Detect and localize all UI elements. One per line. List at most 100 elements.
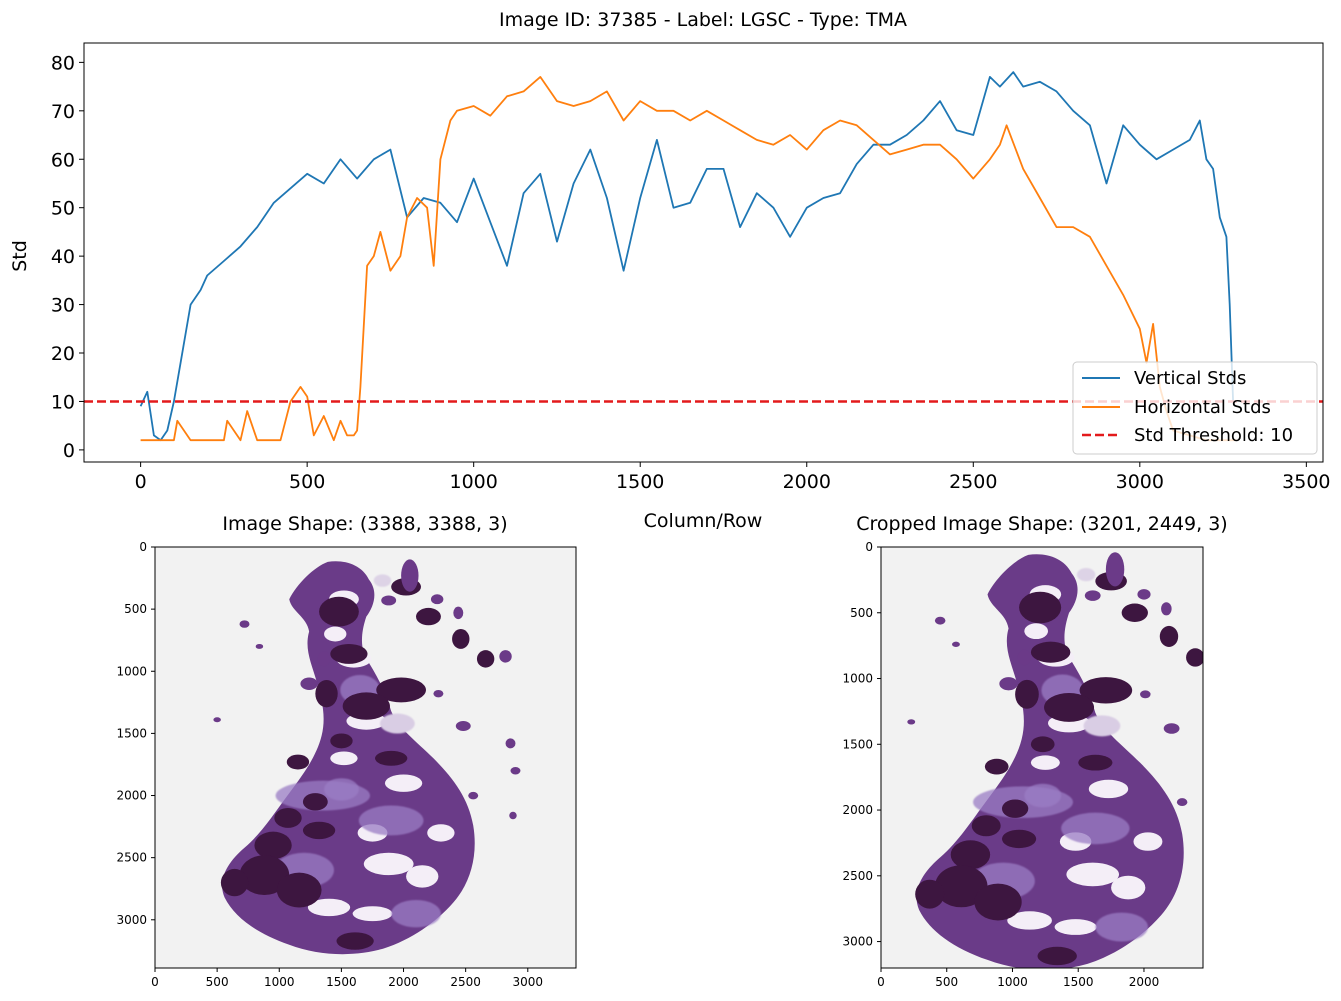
tissue-fragment	[1140, 690, 1151, 699]
tissue-dark-region	[254, 831, 292, 859]
tissue-fragment	[907, 719, 916, 725]
tissue-dark-region	[1019, 591, 1062, 624]
original-image-x-tick-label: 1000	[264, 975, 295, 989]
plot-frame	[83, 42, 1324, 463]
tissue-fragment	[509, 811, 517, 820]
tissue-dark-region	[974, 883, 1022, 921]
tissue-lumen	[1066, 862, 1120, 887]
tissue-dark-region	[330, 733, 353, 749]
y-tick-label: 20	[51, 343, 75, 365]
stain-smudge	[379, 713, 415, 734]
tissue-fragment	[952, 641, 960, 647]
tissue-lumen	[1030, 755, 1060, 770]
tissue-fragment	[381, 595, 397, 606]
tissue-fragment	[453, 606, 464, 620]
tissue-lumen	[1054, 919, 1097, 935]
tissue-lumen	[307, 898, 351, 917]
tissue-fragment	[1105, 552, 1125, 587]
tissue-fragment	[317, 651, 331, 667]
tissue-dark-region	[315, 680, 338, 708]
y-tick-label: 70	[51, 101, 75, 123]
cropped-image-y-tick-label: 1500	[842, 737, 873, 751]
original-image-y-tick-label: 3000	[116, 913, 147, 927]
tissue-dark-region	[1186, 648, 1203, 667]
tissue-fragment	[505, 738, 516, 749]
tissue-fragment	[1161, 602, 1172, 616]
tissue-lumen	[384, 774, 423, 792]
tissue-fragment	[1084, 590, 1101, 601]
tissue-dark-region	[276, 872, 322, 908]
legend-label-threshold: Std Threshold: 10	[1134, 425, 1293, 446]
tissue-fragment	[1210, 648, 1223, 661]
tissue-fragment	[934, 616, 946, 625]
tissue-lumen	[1133, 832, 1163, 851]
original-image-frame	[154, 546, 577, 969]
original-image-x-tick-label: 0	[151, 975, 159, 989]
tissue-lumen	[1007, 911, 1052, 930]
original-image-y-tick-label: 1000	[116, 664, 147, 678]
tissue-lumen	[1024, 623, 1049, 640]
cropped-image-x-tick-label: 1500	[1063, 975, 1094, 989]
cropped-image-y-tick-label: 1000	[842, 672, 873, 686]
tissue-dark-region	[452, 629, 470, 649]
original-image-y-tick-label: 2000	[116, 789, 147, 803]
original-image-y-tick-label: 500	[124, 602, 147, 616]
tissue-fragment	[401, 559, 419, 592]
tissue-fragment	[1176, 798, 1188, 807]
tissue-dark-region	[1001, 799, 1029, 818]
original-image-x-tick-label: 2000	[388, 975, 419, 989]
cropped-image-title: Cropped Image Shape: (3201, 2449, 3)	[856, 513, 1227, 535]
tissue-dark-region	[375, 750, 408, 766]
tissue-fragment	[300, 677, 318, 690]
tissue-dark-region	[950, 840, 991, 870]
cropped-image-y-tick-label: 500	[850, 606, 873, 620]
tissue-fragment	[1220, 819, 1228, 827]
cropped-tissue-sample-image	[907, 552, 1228, 968]
stain-smudge	[1076, 568, 1096, 582]
original-image-x-tick-label: 500	[206, 975, 229, 989]
original-image-y-tick-label: 1500	[116, 726, 147, 740]
tissue-dark-region	[1030, 736, 1055, 753]
x-tick-label: 2500	[949, 471, 997, 493]
y-tick-label: 80	[51, 52, 75, 74]
x-tick-label: 1000	[450, 471, 498, 493]
x-tick-label: 3500	[1282, 471, 1330, 493]
tissue-lumen	[1088, 779, 1129, 799]
tissue-stroma	[391, 900, 441, 928]
chart-legend: Vertical Stds Horizontal Stds Std Thresh…	[1072, 361, 1318, 455]
tissue-lumen	[427, 824, 455, 842]
tissue-fragment	[1017, 649, 1031, 666]
tissue-dark-region	[1030, 641, 1071, 663]
tissue-stroma	[358, 805, 424, 836]
tissue-dark-region	[330, 643, 368, 664]
y-tick-label: 0	[63, 440, 75, 462]
tissue-dark-region	[476, 650, 495, 668]
tissue-dark-region	[220, 868, 249, 897]
cropped-image-frame	[880, 546, 1204, 969]
tissue-fragment	[433, 689, 444, 698]
tissue-lumen	[406, 865, 439, 888]
x-tick-label: 1500	[616, 471, 664, 493]
cropped-image-panel: Cropped Image Shape: (3201, 2449, 3) 0 50…	[842, 513, 1228, 989]
cropped-image-x-tick-label: 1000	[997, 975, 1028, 989]
tissue-lumen	[352, 906, 393, 922]
original-image-y-tick-label: 0	[139, 540, 147, 554]
tissue-lumen	[330, 751, 358, 766]
tissue-dark-region	[376, 677, 426, 703]
tissue-dark-region	[416, 607, 441, 626]
tissue-dark-region	[336, 932, 374, 950]
cropped-image-x-tick-label: 2000	[1129, 975, 1160, 989]
tissue-dark-region	[302, 821, 336, 840]
tissue-fragment	[1137, 589, 1151, 600]
tissue-stroma	[1061, 812, 1130, 845]
original-image-x-tick-label: 3000	[513, 975, 544, 989]
tissue-dark-region	[239, 855, 290, 896]
tissue-stroma	[1095, 912, 1148, 942]
original-image-x-tick-label: 1500	[326, 975, 357, 989]
tissue-dark-region	[342, 692, 390, 720]
tissue-lumen	[1111, 875, 1146, 900]
tissue-dark-region	[984, 758, 1009, 775]
tissue-fragment	[468, 791, 479, 800]
x-tick-label: 500	[289, 471, 325, 493]
tissue-dark-region	[1044, 692, 1095, 722]
